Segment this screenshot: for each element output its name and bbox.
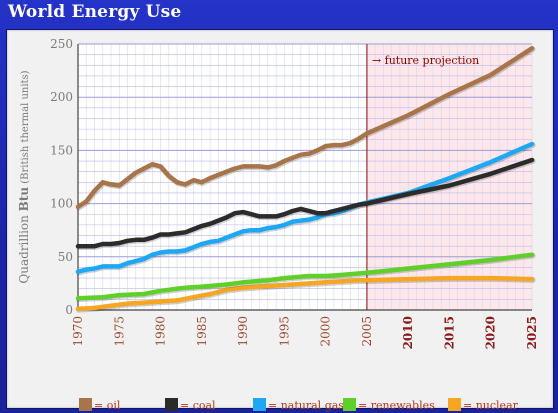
x-tick-label: 2005: [360, 316, 374, 347]
x-tick-label: 2020: [484, 316, 498, 349]
legend-item-oil: = oil: [79, 398, 120, 412]
legend-item-natural-gas: = natural gas: [253, 398, 344, 412]
series-line-renewables: [75, 252, 535, 301]
legend-label-renewables: = renewables: [358, 399, 435, 412]
legend-item-coal: = coal: [165, 398, 216, 412]
x-tick-label: 1975: [112, 316, 126, 347]
legend-item-renewables: = renewables: [343, 398, 435, 412]
legend-label-natural-gas: = natural gas: [268, 399, 344, 412]
series-line-nuclear: [75, 275, 535, 312]
legend-label-oil: = oil: [94, 399, 121, 412]
legend-item-nuclear: = nuclear: [448, 398, 518, 412]
legend-swatch-renewables: [343, 398, 356, 411]
legend-swatch-oil: [79, 398, 92, 411]
y-tick-label: 50: [58, 250, 73, 264]
y-axis-label: Quadrillion Btu (British thermal units): [17, 70, 31, 283]
chart-panel: → future projection 0 50 100 150 200 250 1970 19…: [6, 29, 554, 412]
projection-label: → future projection: [372, 54, 479, 67]
y-tick-label: 250: [50, 37, 73, 51]
x-tick-label: 1970: [71, 316, 85, 347]
x-tick-label: 2000: [319, 316, 333, 347]
legend-swatch-nuclear: [448, 398, 461, 411]
legend-swatch-natural-gas: [253, 398, 266, 411]
y-tick-label: 100: [50, 197, 73, 211]
energy-line-chart: → future projection 0 50 100 150 200 250 1970 19…: [17, 37, 539, 349]
y-tick-label: 200: [50, 90, 73, 104]
legend-swatch-coal: [165, 398, 178, 411]
legend-label-coal: = coal: [180, 399, 216, 412]
series-line-oil: [75, 46, 535, 210]
x-tick-label: 2015: [442, 316, 456, 349]
x-tick-label: 1990: [236, 316, 250, 347]
chart-title: World Energy Use: [8, 2, 182, 22]
series-line-coal: [75, 157, 535, 249]
x-tick-label: 2025: [525, 316, 539, 349]
x-tick-label: 1985: [195, 316, 209, 347]
x-tick-label: 1995: [277, 316, 291, 347]
y-tick-label: 150: [50, 143, 73, 157]
x-tick-label: 1980: [154, 316, 168, 347]
x-tick-label: 2010: [401, 316, 415, 349]
legend-label-nuclear: = nuclear: [463, 399, 518, 412]
y-tick-label: 0: [65, 303, 73, 317]
